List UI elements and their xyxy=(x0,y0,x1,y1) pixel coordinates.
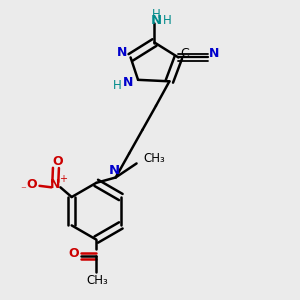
Text: N: N xyxy=(116,46,127,59)
Text: +: + xyxy=(59,174,68,184)
Text: H: H xyxy=(152,8,160,21)
Text: N: N xyxy=(150,14,161,27)
Text: O: O xyxy=(68,247,79,260)
Text: CH₃: CH₃ xyxy=(144,152,165,165)
Text: C: C xyxy=(181,47,189,60)
Text: N: N xyxy=(109,164,120,177)
Text: O: O xyxy=(52,155,63,168)
Text: O: O xyxy=(26,178,37,191)
Text: N: N xyxy=(50,178,61,191)
Text: N: N xyxy=(208,47,219,60)
Text: H: H xyxy=(113,79,122,92)
Text: ⁻: ⁻ xyxy=(20,185,26,195)
Text: CH₃: CH₃ xyxy=(87,274,109,287)
Text: H: H xyxy=(163,14,171,27)
Text: N: N xyxy=(122,76,133,89)
